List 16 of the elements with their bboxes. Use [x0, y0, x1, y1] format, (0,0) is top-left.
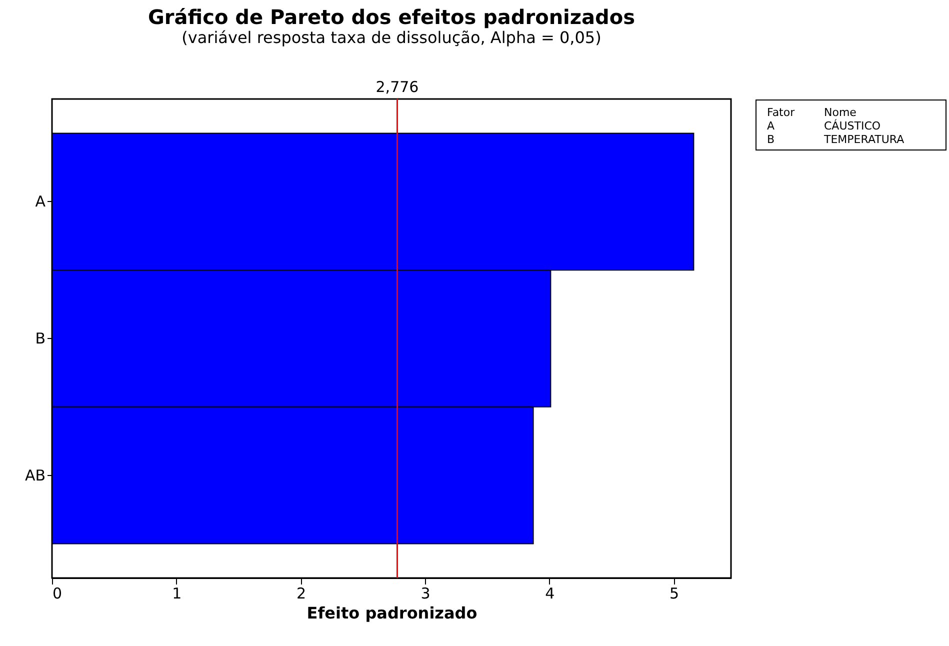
text: A CÁUSTICO: [767, 120, 881, 132]
y-tick-label: B: [35, 330, 46, 348]
text: B TEMPERATURA: [767, 133, 904, 146]
y-tick-label: A: [35, 192, 46, 211]
x-tick-label: 1: [172, 584, 182, 602]
y-tick-label: AB: [24, 466, 46, 484]
x-tick-label: 2: [296, 584, 306, 602]
chart-subtitle: (variável resposta taxa de dissolução, Alpha = 0,05): [182, 28, 602, 47]
x-tick-label: 5: [670, 584, 680, 602]
ref-line-label: 2,776: [376, 78, 419, 96]
chart-title: Gráfico de Pareto dos efeitos padronizados: [148, 5, 636, 29]
x-tick-label: 0: [52, 584, 62, 602]
x-axis-title: Efeito padronizado: [306, 604, 478, 622]
x-tick-label: 3: [420, 584, 430, 602]
x-tick-label: 4: [545, 584, 555, 602]
text: Fator Nome: [767, 106, 856, 119]
